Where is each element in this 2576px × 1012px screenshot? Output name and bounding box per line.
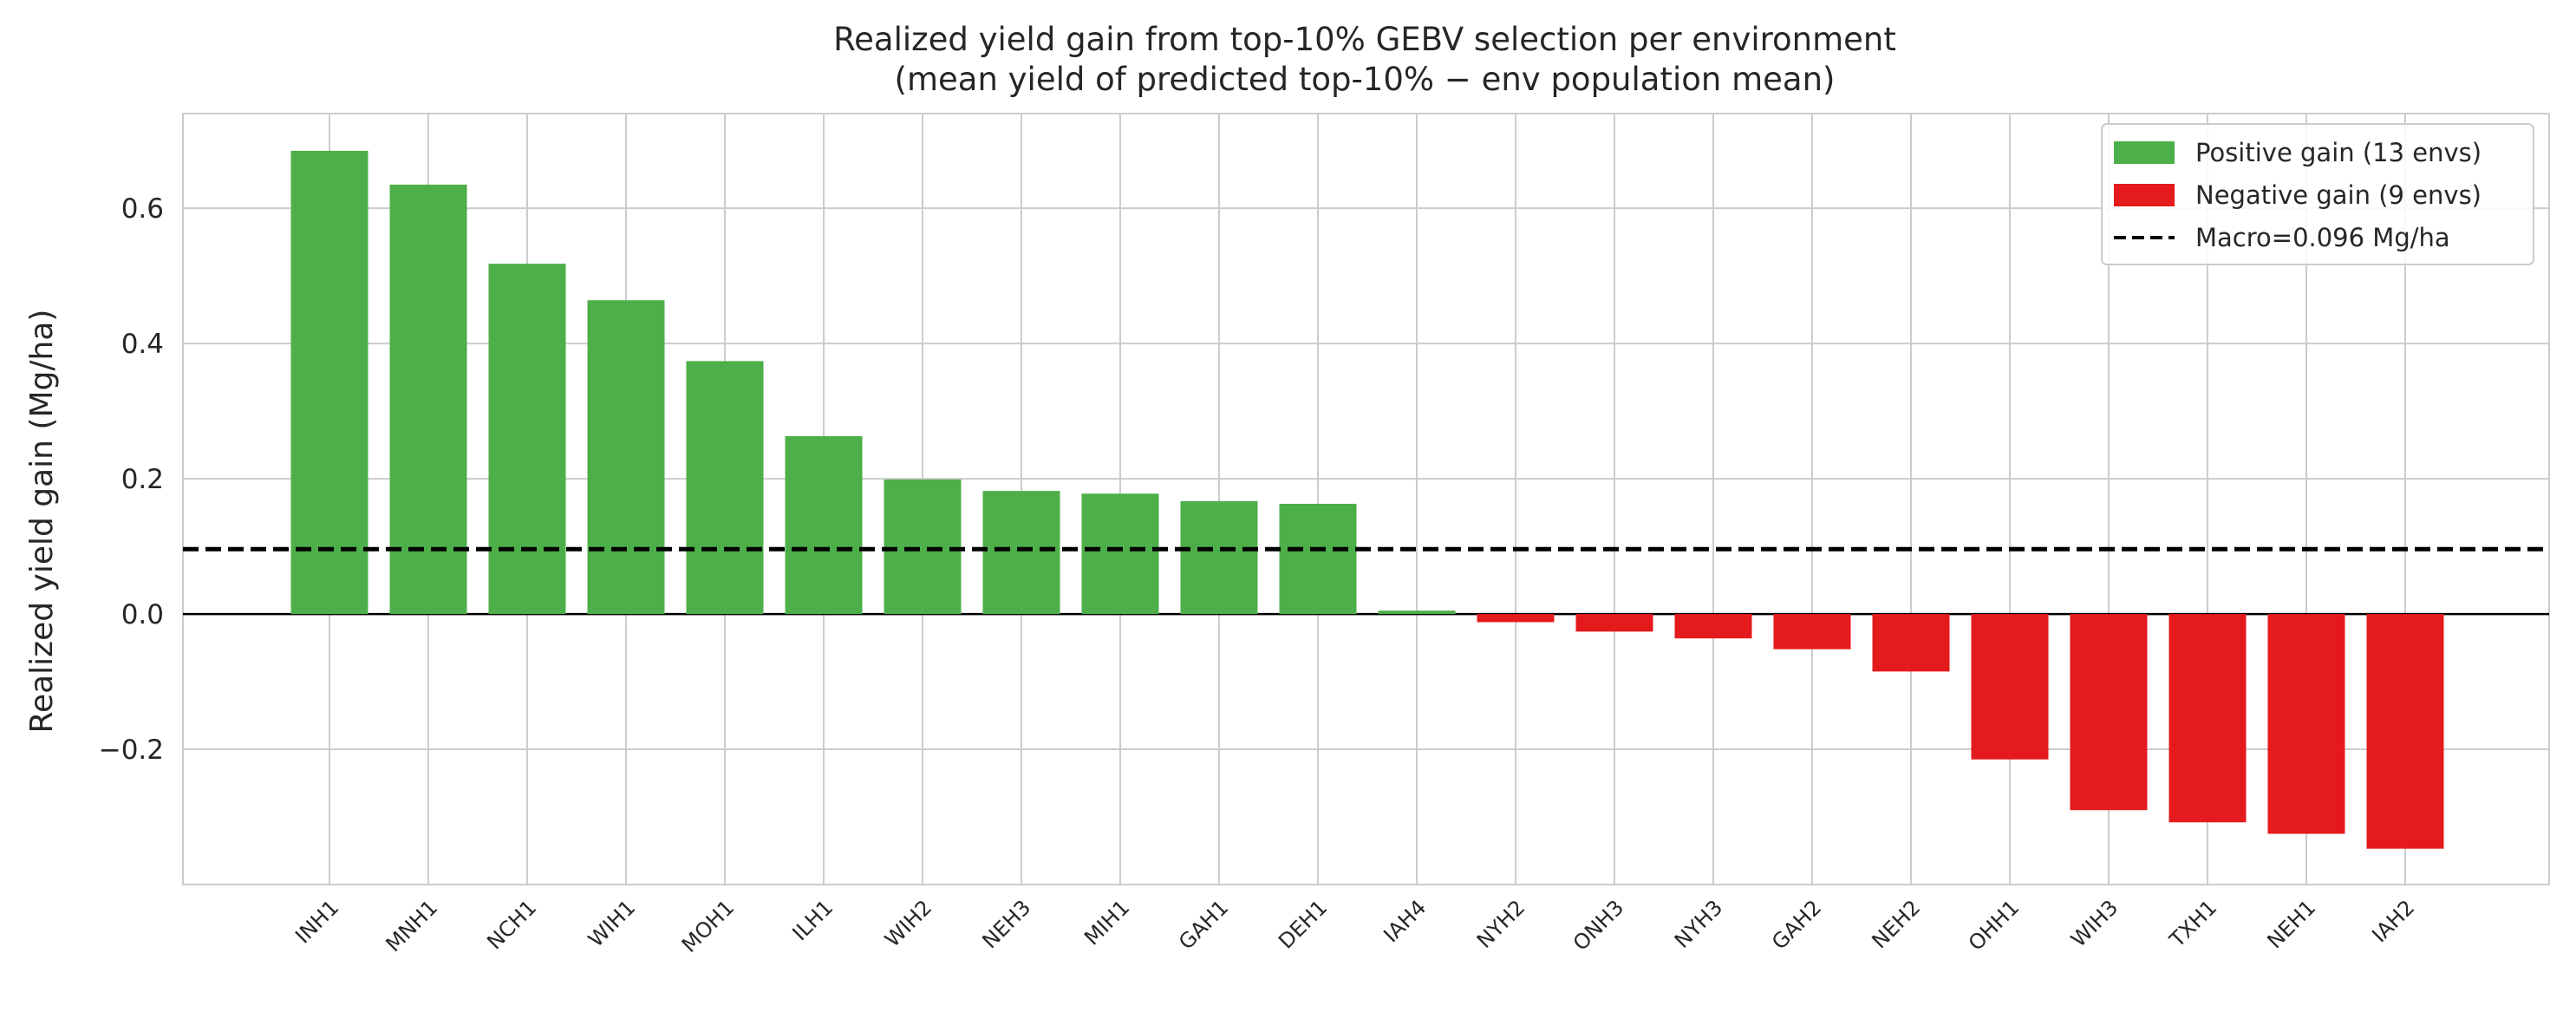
x-tick-label: WIH2 <box>880 895 936 951</box>
x-tick-label: DEH1 <box>1274 895 1332 953</box>
x-tick-label: OHH1 <box>1964 895 2024 955</box>
legend-swatch-negative <box>2114 184 2175 206</box>
x-tick-label: NYH3 <box>1670 895 1727 952</box>
bar-mnh1 <box>389 184 467 615</box>
legend-box <box>2101 123 2534 265</box>
x-tick-label: NEH3 <box>977 895 1035 953</box>
x-tick-label: NCH1 <box>482 895 541 954</box>
x-tick-label: GAH2 <box>1767 895 1826 954</box>
x-tick-label: WIH3 <box>2066 895 2123 951</box>
x-tick-label: NEH1 <box>2262 895 2320 953</box>
legend: Positive gain (13 envs) Negative gain (9 … <box>2101 123 2534 265</box>
bar-txh1 <box>2168 614 2247 823</box>
y-tick-label: −0.2 <box>99 735 164 766</box>
x-tick-label: ILH1 <box>787 895 838 945</box>
bar-onh3 <box>1575 614 1653 632</box>
bar-ilh1 <box>785 435 863 615</box>
x-tick-label: MIH1 <box>1079 895 1134 950</box>
bar-nyh2 <box>1477 614 1555 623</box>
y-tick-label: 0.0 <box>121 599 164 630</box>
bar-wih3 <box>2070 614 2148 811</box>
bar-nyh3 <box>1674 614 1752 639</box>
bar-ohh1 <box>1971 614 2049 760</box>
y-tick-label: 0.2 <box>121 464 164 495</box>
x-tick-label: MNH1 <box>382 895 443 957</box>
legend-label: Negative gain (9 envs) <box>2195 180 2481 210</box>
x-tick-label: NYH2 <box>1472 895 1529 952</box>
legend-swatch-positive <box>2114 141 2175 164</box>
y-tick-label: 0.6 <box>121 193 164 225</box>
bar-iah2 <box>2366 614 2444 849</box>
bars <box>183 150 2549 849</box>
bar-inh1 <box>290 150 368 615</box>
x-tick-label: IAH2 <box>2367 895 2419 947</box>
bar-mih1 <box>1081 493 1159 615</box>
bar-nch1 <box>488 264 566 615</box>
bar-neh3 <box>982 491 1060 615</box>
legend-label: Positive gain (13 envs) <box>2195 138 2481 167</box>
bar-wih1 <box>587 300 665 615</box>
y-axis-label: Realized yield gain (Mg/ha) <box>24 310 60 734</box>
x-tick-label: INH1 <box>290 895 343 948</box>
x-tick-label: IAH4 <box>1379 895 1431 947</box>
bar-neh1 <box>2267 614 2345 834</box>
bar-iah4 <box>1378 610 1456 615</box>
y-tick-label: 0.4 <box>121 329 164 360</box>
chart-title: Realized yield gain from top-10% GEBV se… <box>833 21 1896 58</box>
x-tick-label: GAH1 <box>1174 895 1233 954</box>
bar-neh2 <box>1872 614 1950 672</box>
bar-wih2 <box>884 479 962 615</box>
plot-frame <box>182 113 2550 885</box>
x-tick-label: TXH1 <box>2164 895 2221 952</box>
legend-label: Macro=0.096 Mg/ha <box>2195 223 2450 252</box>
x-tick-label: WIH1 <box>584 895 640 951</box>
bar-deh1 <box>1279 503 1357 615</box>
bar-gah1 <box>1180 500 1258 615</box>
bar-moh1 <box>686 361 764 615</box>
x-tick-label: ONH3 <box>1568 895 1628 955</box>
chart-subtitle: (mean yield of predicted top-10% − env p… <box>895 61 1836 98</box>
bar-gah2 <box>1773 614 1851 650</box>
x-tick-label: NEH2 <box>1867 895 1925 953</box>
x-tick-label: MOH1 <box>677 895 739 957</box>
